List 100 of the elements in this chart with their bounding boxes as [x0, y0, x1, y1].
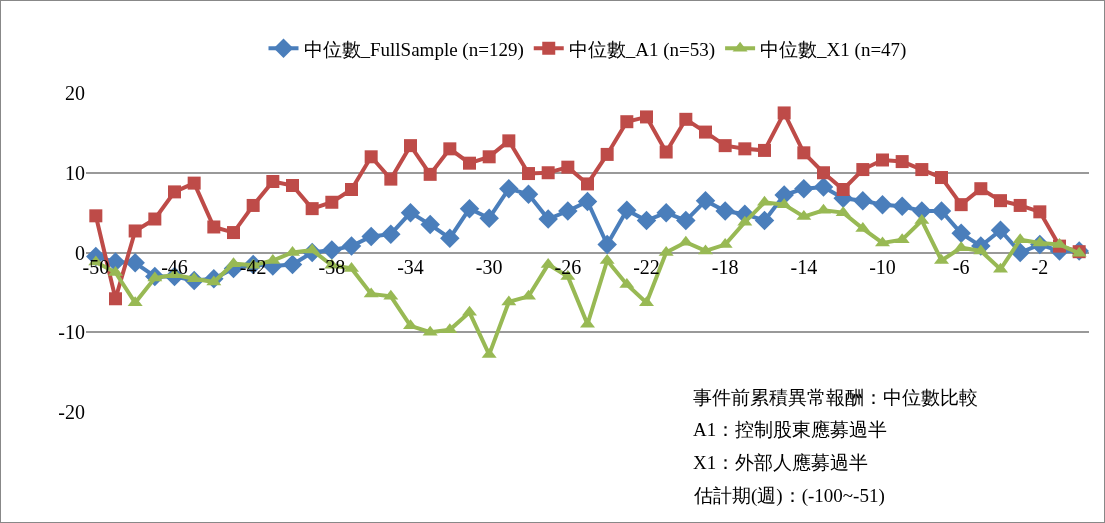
point — [817, 166, 830, 180]
point — [246, 198, 260, 212]
point — [286, 179, 299, 193]
point — [168, 185, 181, 199]
point — [89, 209, 103, 223]
point — [636, 210, 657, 231]
point — [440, 228, 460, 248]
point — [482, 150, 496, 164]
point — [892, 196, 912, 216]
point — [813, 177, 834, 197]
point — [128, 224, 142, 238]
point — [404, 139, 417, 153]
point — [581, 177, 594, 191]
y-tick-label: 0 — [75, 241, 85, 264]
point — [876, 153, 889, 167]
point — [381, 224, 401, 244]
legend-label: 中位數_X1 (n=47) — [760, 38, 907, 61]
point — [227, 226, 240, 240]
point — [738, 142, 752, 156]
point — [463, 156, 476, 170]
point — [676, 210, 696, 231]
point — [423, 167, 437, 181]
point — [617, 200, 637, 220]
point — [699, 125, 712, 139]
point — [994, 194, 1007, 208]
point — [207, 220, 221, 234]
point — [341, 236, 362, 256]
point — [597, 234, 617, 255]
point — [1033, 205, 1047, 219]
point — [915, 163, 929, 177]
point — [777, 106, 791, 120]
point — [974, 182, 988, 196]
point — [266, 175, 280, 189]
point — [187, 176, 201, 190]
point — [125, 253, 145, 273]
y-tick-label: 10 — [65, 161, 85, 184]
point — [715, 201, 735, 221]
x-tick-label: -26 — [554, 255, 582, 278]
point — [600, 147, 614, 161]
annotation: 事件前累積異常報酬：中位數比較 — [693, 387, 978, 408]
point — [954, 198, 968, 212]
point — [679, 112, 693, 126]
point — [1013, 198, 1027, 212]
point — [895, 155, 909, 169]
legend-label: 中位數_FullSample (n=129) — [303, 38, 524, 61]
x-tick-label: -30 — [475, 255, 503, 278]
point — [499, 178, 519, 199]
point — [640, 110, 653, 124]
y-tick-label: -10 — [58, 321, 85, 344]
point — [384, 172, 398, 186]
point — [400, 202, 421, 223]
point — [538, 209, 558, 229]
point — [853, 190, 873, 211]
point — [305, 202, 319, 216]
point — [836, 183, 850, 196]
x-tick-label: -10 — [869, 255, 896, 278]
point — [518, 184, 539, 205]
x-tick-label: -46 — [161, 255, 188, 278]
point — [109, 292, 122, 306]
point — [282, 254, 303, 275]
point — [522, 167, 535, 181]
point — [990, 220, 1011, 240]
legend-label: 中位數_A1 (n=53) — [568, 38, 716, 61]
point — [325, 195, 339, 209]
point — [541, 166, 555, 180]
point — [345, 183, 358, 196]
point — [797, 146, 811, 160]
point — [758, 143, 771, 157]
x-tick-label: -6 — [952, 255, 970, 278]
point — [443, 142, 457, 156]
text: X1：外部人應募過半 — [693, 452, 869, 473]
point — [872, 194, 893, 215]
point — [459, 198, 480, 219]
text: 估計期(週)：(-100~-51) — [693, 485, 885, 507]
point — [794, 178, 814, 199]
x-tick-label: -34 — [397, 255, 424, 278]
point — [754, 210, 775, 231]
point — [931, 201, 952, 221]
point — [718, 139, 732, 153]
point — [935, 171, 948, 185]
point — [620, 115, 634, 129]
point — [364, 150, 378, 164]
x-tick-label: -14 — [790, 255, 818, 278]
text: A1：控制股東應募過半 — [693, 419, 888, 440]
y-tick-label: -20 — [58, 401, 85, 423]
point — [951, 223, 971, 244]
point — [561, 160, 575, 174]
point — [659, 145, 673, 159]
point — [322, 240, 342, 260]
point — [856, 163, 870, 177]
point — [479, 208, 499, 228]
point — [502, 134, 516, 148]
point — [361, 226, 381, 247]
point — [148, 212, 162, 226]
point — [420, 214, 440, 235]
x-tick-label: -18 — [711, 255, 739, 278]
point — [577, 191, 598, 212]
y-tick-label: 20 — [65, 82, 85, 104]
x-tick-label: -2 — [1031, 255, 1049, 278]
x-tick-label: -22 — [633, 255, 660, 278]
